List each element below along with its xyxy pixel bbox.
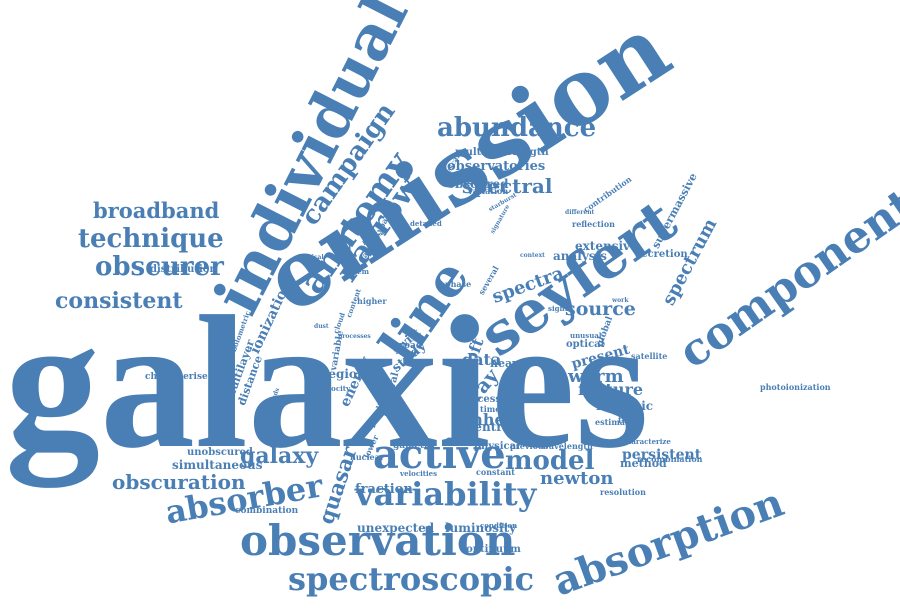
cloud-word-active: active (373, 431, 506, 478)
cloud-word-obscured: obscured (447, 177, 509, 191)
cloud-word-spectral: spectral (462, 174, 553, 198)
cloud-word-feature: feature (578, 380, 644, 399)
cloud-word-region: region (322, 367, 366, 381)
cloud-word-unusual: unusual (570, 331, 602, 340)
cloud-word-intrinsic: intrinsic (596, 399, 654, 413)
cloud-word-absorption: absorption (546, 478, 790, 606)
cloud-word-sight: sight (548, 304, 568, 313)
cloud-word-system: system (342, 267, 370, 276)
cloud-word-recombination: recombination (637, 454, 703, 464)
cloud-word-velocities: velocities (400, 469, 438, 478)
cloud-word-model: model (505, 446, 595, 476)
cloud-word-nuclear: nuclear (350, 452, 385, 462)
cloud-word-phase: phase (445, 279, 472, 289)
cloud-word-previous: previous (510, 441, 549, 451)
cloud-word-continuum: continuum (460, 544, 521, 555)
cloud-word-abundance: abundance (437, 113, 597, 143)
cloud-word-satellite: satellite (631, 351, 668, 361)
cloud-word-dust: dust (314, 323, 329, 330)
cloud-word-wavelength: wavelength (542, 441, 593, 451)
cloud-word-persistent: persistent (622, 447, 702, 463)
cloud-word-reflection: reflection (572, 219, 615, 229)
cloud-word-resolution: resolution (600, 487, 646, 497)
cloud-word-galaxy: galaxy (240, 443, 319, 469)
cloud-word-method: method (620, 457, 667, 470)
cloud-word-observation: observation (240, 516, 516, 565)
cloud-word-obscurer: obscurer (95, 252, 224, 282)
cloud-word-time: time (480, 404, 501, 414)
cloud-word-optical: optical (566, 339, 605, 350)
cloud-word-broad: broad (393, 341, 423, 351)
cloud-word-component: component (669, 178, 900, 379)
cloud-word-source: source (565, 298, 636, 320)
cloud-word-galactic: galactic (393, 441, 433, 451)
cloud-word-work: work (612, 297, 629, 304)
cloud-word-velocity: velocity (320, 384, 351, 393)
cloud-word-accretion: accretion (635, 249, 688, 260)
cloud-word-unobscured: unobscured (187, 447, 253, 458)
cloud-word-classical: classical (295, 254, 324, 261)
cloud-word-galaxies: galaxies (5, 278, 649, 488)
cloud-word-fraction: fraction (355, 482, 413, 497)
cloud-word-characterise: characterise (145, 372, 208, 382)
cloud-word-higher: higher (357, 296, 387, 306)
cloud-word-analysis: analysis (553, 249, 607, 263)
cloud-word-broadband: broadband (93, 198, 220, 223)
cloud-word-multiwavelength: multiwavelength (455, 147, 549, 158)
cloud-word-newton: newton (540, 468, 614, 489)
cloud-word-extensive: extensive (575, 239, 638, 253)
cloud-word-luminosity: luminosity (445, 521, 517, 535)
cloud-word-photoionization: photoionization (760, 382, 831, 392)
cloud-word-excess: excess (465, 394, 502, 405)
cloud-word-characterize: characterize (622, 437, 671, 446)
cloud-word-obscuration: obscuration (112, 470, 246, 494)
cloud-word-unexpected: unexpected (357, 521, 435, 535)
cloud-word-context: context (520, 252, 545, 259)
cloud-word-consistent: consistent (55, 288, 183, 314)
cloud-word-processes: processes (338, 333, 371, 340)
cloud-word-spectroscopic: spectroscopic (288, 560, 535, 598)
cloud-word-constant: constant (476, 467, 515, 477)
cloud-word-variability: variability (355, 475, 537, 513)
cloud-word-heavy: heavy (490, 357, 525, 370)
cloud-word-condition: condition (480, 521, 518, 530)
cloud-word-observatories: observatories (447, 159, 546, 174)
cloud-word-different: different (565, 209, 595, 216)
cloud-word-estimate: estimate (595, 417, 634, 427)
cloud-word-physical: physical (474, 441, 520, 452)
cloud-word-simultaneous: simultaneous (172, 458, 263, 472)
cloud-word-detailed: detailed (410, 219, 442, 228)
cloud-word-warm: warm (568, 366, 624, 387)
cloud-word-combination: combination (235, 506, 299, 516)
cloud-word-data: data (462, 350, 502, 369)
cloud-word-distribution: distribution (150, 264, 217, 275)
cloud-word-technique: technique (78, 224, 224, 254)
cloud-word-term: term (618, 415, 640, 425)
cloud-word-variation: variation (468, 186, 509, 196)
cloud-word-central: central (467, 420, 515, 434)
cloud-word-phhe: phhe (460, 410, 505, 429)
